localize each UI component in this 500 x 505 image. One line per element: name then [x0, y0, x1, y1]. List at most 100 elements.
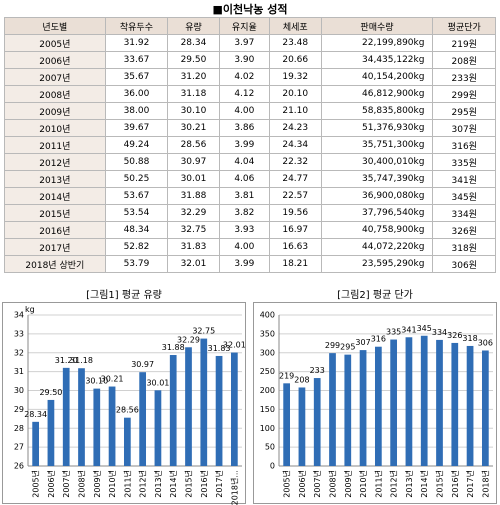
- x-tick-label: 2005년: [31, 470, 41, 498]
- table-cell: 2007년: [4, 68, 106, 86]
- table-row: 2008년 36.00 31.18 4.12 20.10 46,812,900kg 299원: [4, 85, 496, 103]
- bar: [344, 354, 352, 466]
- table-cell: 28.34: [167, 34, 220, 52]
- x-tick-label: 2011년: [373, 470, 383, 498]
- table-cell: 38.00: [104, 102, 169, 120]
- value-label: 299: [325, 341, 340, 350]
- bar: [78, 368, 85, 466]
- value-label: 334: [432, 328, 447, 337]
- bar: [185, 347, 192, 466]
- table-cell: 31.83: [167, 238, 220, 256]
- y-tick-label: 28: [14, 424, 24, 433]
- table-cell: 3.99: [218, 255, 270, 273]
- table-cell: 50.25: [104, 170, 169, 188]
- value-label: 29.50: [39, 388, 62, 397]
- y-tick-label: 300: [260, 348, 275, 357]
- table-cell: 58,835,800kg: [320, 102, 434, 120]
- bar: [436, 339, 443, 466]
- value-label: 318: [462, 334, 477, 343]
- y-tick-label: 26: [14, 462, 24, 471]
- table-cell: 53.54: [104, 204, 169, 222]
- bar: [169, 355, 177, 466]
- bar: [123, 417, 131, 466]
- table-cell: 2013년: [4, 170, 106, 188]
- bar: [420, 335, 428, 466]
- table-header: 년도별 착유두수 유량 유지율 체세포 판매수량 평균단가: [4, 17, 496, 35]
- table-cell: 16.97: [268, 221, 322, 239]
- table-cell: 3.81: [218, 187, 270, 205]
- table-cell: 4.00: [218, 102, 270, 120]
- x-tick-label: 2013년: [153, 470, 163, 498]
- table-cell: 219원: [432, 34, 496, 52]
- chart-title: [그림2] 평균 단가: [337, 289, 413, 301]
- x-tick-label: 2018년: [480, 470, 490, 498]
- value-label: 30.21: [101, 375, 124, 384]
- y-tick-label: 34: [14, 311, 24, 320]
- y-tick-label: 150: [260, 405, 275, 414]
- table-cell: 3.99: [218, 136, 270, 154]
- table-cell: 316원: [432, 136, 496, 154]
- bar: [215, 355, 223, 466]
- table-cell: 318원: [432, 238, 496, 256]
- bar: [359, 350, 367, 466]
- value-label: 31.83: [208, 344, 231, 353]
- table-cell: 306원: [432, 255, 496, 273]
- table-row: 2006년 33.67 29.50 3.90 20.66 34,435,122kg 208원: [4, 51, 496, 69]
- table-cell: 30.10: [167, 102, 220, 120]
- value-label: 295: [340, 343, 355, 352]
- table-cell: 30.97: [167, 153, 220, 171]
- table-cell: 36,900,080kg: [320, 187, 434, 205]
- value-label: 335: [386, 328, 401, 337]
- x-tick-label: 2007년: [61, 470, 71, 498]
- table-cell: 2005년: [4, 34, 106, 52]
- table-cell: 50.88: [104, 153, 169, 171]
- table-cell: 22.57: [268, 187, 322, 205]
- column-header: 착유두수: [104, 17, 169, 35]
- value-label: 28.34: [24, 410, 47, 419]
- table-cell: 35,751,300kg: [320, 136, 434, 154]
- table-cell: 2014년: [4, 187, 106, 205]
- y-tick-label: 33: [14, 329, 24, 338]
- table-cell: 233원: [432, 68, 496, 86]
- table-cell: 31.88: [167, 187, 220, 205]
- bar: [32, 421, 40, 466]
- table-cell: 208원: [432, 51, 496, 69]
- bar: [313, 378, 321, 466]
- bar: [451, 342, 459, 466]
- table-cell: 2015년: [4, 204, 106, 222]
- x-tick-label: 2013년: [404, 470, 414, 498]
- value-label: 30.10: [85, 377, 108, 386]
- value-label: 326: [447, 331, 462, 340]
- y-tick-label: 29: [14, 405, 24, 414]
- page-title: ■이천낙농 성적: [212, 3, 288, 16]
- value-label: 32.29: [177, 335, 200, 344]
- table-cell: 334원: [432, 204, 496, 222]
- bar: [481, 350, 489, 466]
- chart-frame: [2, 302, 246, 504]
- table-cell: 299원: [432, 85, 496, 103]
- table-cell: 20.66: [268, 51, 322, 69]
- table-cell: 326원: [432, 221, 496, 239]
- table-cell: 341원: [432, 170, 496, 188]
- value-label: 345: [417, 324, 432, 333]
- y-tick-label: 400: [260, 311, 275, 320]
- value-label: 233: [310, 366, 325, 375]
- table-cell: 23,595,290kg: [320, 255, 434, 273]
- y-tick-label: 30: [14, 386, 24, 395]
- table-row: 2014년 53.67 31.88 3.81 22.57 36,900,080kg 345원: [4, 187, 496, 205]
- bar: [283, 383, 291, 466]
- table-cell: 24.23: [268, 119, 322, 137]
- table-cell: 24.34: [268, 136, 322, 154]
- value-label: 316: [371, 335, 386, 344]
- table-cell: 2018년 상반기: [4, 255, 106, 273]
- x-tick-label: 2010년: [107, 470, 117, 498]
- table-row: 2005년 31.92 28.34 3.97 23.48 22,199,890kg 219원: [4, 34, 496, 52]
- bar: [47, 399, 55, 466]
- value-label: 30.97: [131, 360, 154, 369]
- table-cell: 29.50: [167, 51, 220, 69]
- table-cell: 52.82: [104, 238, 169, 256]
- table-cell: 2006년: [4, 51, 106, 69]
- data-table: 년도별 착유두수 유량 유지율 체세포 판매수량 평균단가 2005년 31.92 28.34 3.…: [4, 17, 496, 273]
